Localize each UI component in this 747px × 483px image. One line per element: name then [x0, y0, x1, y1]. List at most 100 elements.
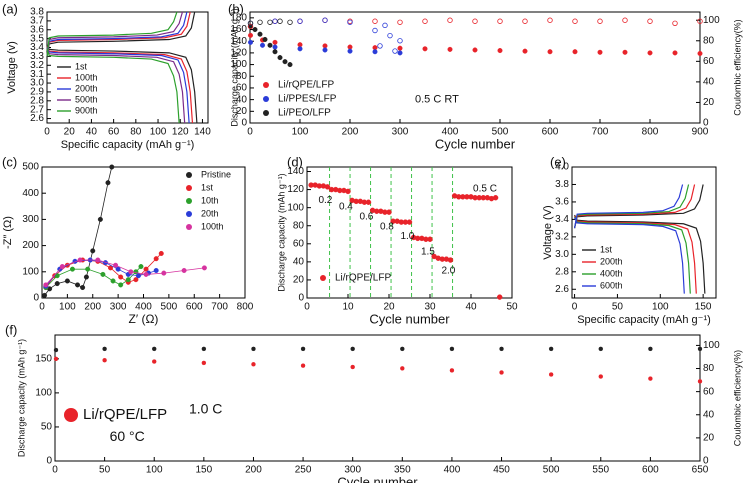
x-axis-label: Cycle number: [369, 311, 450, 326]
y2-tick-label: 0: [703, 118, 709, 129]
data-point: [201, 346, 207, 352]
legend-label: Li/PEO/LFP: [278, 108, 331, 119]
data-point: [138, 264, 144, 270]
x-tick-label: 80: [130, 127, 142, 138]
x-tick-label: 50: [99, 465, 111, 476]
legend-swatch: [186, 185, 192, 191]
data-point: [397, 50, 403, 56]
y2-tick-label: 40: [703, 77, 715, 88]
x-tick-label: 500: [161, 302, 178, 313]
y-tick-label: 3.2: [555, 232, 569, 243]
x-tick-label: 120: [172, 127, 189, 138]
data-point: [397, 38, 403, 44]
data-point: [53, 347, 59, 353]
annotation: 0.8: [380, 221, 394, 232]
legend-swatch: [320, 275, 326, 281]
annotation: 0.6: [359, 211, 373, 222]
data-point: [597, 49, 603, 55]
y-axis-label: Discharge capacity (mAh g⁻¹): [229, 8, 239, 126]
annotation: 0.5 C: [473, 183, 497, 194]
legend-swatch: [263, 96, 269, 102]
data-point: [277, 18, 283, 24]
x-tick-label: 30: [424, 302, 436, 313]
data-point: [161, 270, 167, 276]
y-tick-label: 3.7: [30, 16, 44, 27]
y-tick-label: 160: [230, 24, 247, 35]
y-tick-label: 100: [230, 59, 247, 70]
plot-frame: [41, 166, 246, 299]
x-tick-label: 300: [392, 127, 409, 138]
data-point: [547, 17, 553, 23]
data-point: [272, 49, 278, 55]
y-tick-label: 2.8: [30, 95, 44, 106]
data-point: [648, 376, 653, 381]
annotation: 0.2: [318, 195, 332, 206]
data-point: [118, 282, 124, 288]
legend-label: 10th: [201, 195, 219, 205]
data-point: [322, 47, 328, 53]
data-point: [251, 362, 256, 367]
data-point: [322, 17, 328, 23]
y-tick-label: 40: [236, 94, 248, 105]
data-point: [252, 27, 258, 33]
legend-label: 1st: [600, 244, 613, 254]
data-point: [548, 372, 554, 377]
data-point: [447, 257, 454, 263]
data-point: [392, 48, 398, 54]
connector: [45, 259, 205, 286]
y-tick-label: 150: [35, 353, 52, 364]
x-tick-label: 150: [196, 465, 213, 476]
data-point: [115, 266, 121, 272]
data-point: [400, 366, 405, 371]
data-point: [572, 49, 578, 55]
data-point: [143, 266, 149, 272]
data-point: [548, 346, 554, 352]
y-tick-label: 3.0: [555, 249, 569, 260]
panel-label: (b): [228, 1, 244, 16]
x-tick-label: 150: [695, 302, 712, 313]
annotation: 60 °C: [110, 428, 145, 444]
y-tick-label: 2.6: [30, 113, 44, 124]
data-point: [80, 285, 86, 291]
x-axis-label: Cycle number: [337, 474, 418, 483]
x-axis-label: Cycle number: [435, 136, 516, 151]
y-tick-label: 100: [287, 202, 304, 213]
y2-tick-label: 100: [703, 340, 720, 351]
y-tick-label: 3.4: [555, 214, 569, 225]
y-tick-label: 3.5: [30, 33, 44, 44]
data-point: [400, 346, 405, 352]
legend-label: 500th: [75, 94, 98, 104]
data-point: [152, 359, 157, 364]
legend-swatch: [186, 211, 192, 217]
y-tick-label: 20: [293, 275, 305, 286]
data-point: [492, 195, 499, 201]
x-tick-label: 60: [108, 127, 120, 138]
x-tick-label: 500: [492, 127, 509, 138]
y-tick-label: 20: [236, 106, 248, 117]
data-point: [497, 48, 503, 54]
data-point: [85, 266, 91, 272]
data-point: [110, 278, 116, 284]
data-point: [427, 236, 433, 242]
data-point: [447, 46, 453, 52]
plot-frame: [571, 166, 717, 299]
data-point: [386, 209, 392, 215]
y-tick-label: 2.8: [555, 266, 569, 277]
y-tick-label: 40: [293, 257, 305, 268]
y-tick-label: 100: [22, 266, 39, 277]
data-point: [300, 363, 306, 368]
x-tick-label: 100: [146, 465, 163, 476]
data-point: [347, 19, 353, 25]
y2-tick-label: 40: [703, 409, 715, 420]
x-tick-label: 200: [342, 127, 359, 138]
x-tick-label: 0: [304, 302, 310, 313]
x-tick-label: 300: [344, 465, 361, 476]
y-tick-label: 4.0: [555, 162, 569, 173]
x-tick-label: 700: [211, 302, 228, 313]
y-tick-label: 0: [298, 293, 304, 304]
x-tick-label: 200: [84, 302, 101, 313]
y-tick-label: 3.8: [555, 179, 569, 190]
legend-label: 900th: [75, 105, 98, 115]
data-point: [499, 370, 504, 375]
x-tick-label: 20: [64, 127, 76, 138]
